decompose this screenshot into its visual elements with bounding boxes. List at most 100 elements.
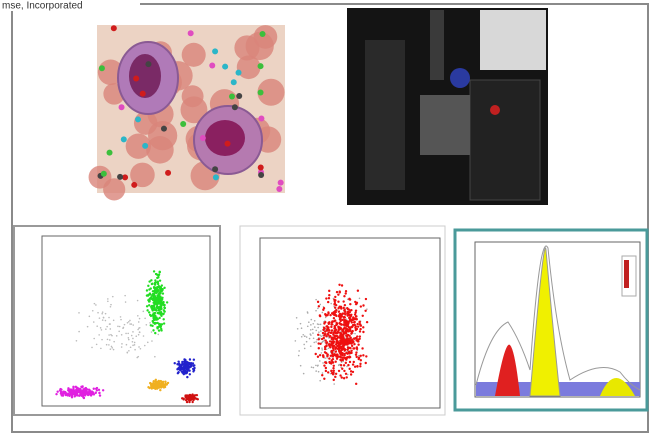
- point: [96, 325, 98, 327]
- point: [360, 305, 362, 307]
- marker: [258, 63, 264, 69]
- point: [341, 368, 343, 370]
- point: [347, 339, 349, 341]
- point: [76, 386, 78, 388]
- point: [335, 314, 337, 316]
- point: [153, 382, 155, 384]
- point: [352, 340, 354, 342]
- marker: [225, 141, 231, 147]
- point: [121, 346, 123, 348]
- point: [191, 393, 193, 395]
- point: [144, 318, 146, 320]
- point: [366, 308, 368, 310]
- point: [154, 312, 156, 314]
- point: [317, 342, 319, 344]
- point: [317, 327, 319, 329]
- point: [159, 311, 161, 313]
- point: [102, 319, 104, 321]
- point: [113, 349, 115, 351]
- point: [322, 309, 324, 311]
- point: [55, 393, 57, 395]
- point: [360, 355, 362, 357]
- point: [349, 356, 351, 358]
- marker: [99, 65, 105, 71]
- point: [334, 376, 336, 378]
- point: [67, 389, 69, 391]
- point: [315, 310, 317, 312]
- point: [103, 317, 105, 319]
- point: [350, 373, 352, 375]
- point: [190, 364, 192, 366]
- point: [158, 329, 160, 331]
- point: [304, 348, 306, 350]
- point: [358, 321, 360, 323]
- point: [312, 332, 314, 334]
- point: [151, 331, 153, 333]
- point: [111, 335, 113, 337]
- point: [317, 301, 319, 303]
- point: [107, 339, 109, 341]
- point: [335, 304, 337, 306]
- point: [107, 300, 109, 302]
- marker: [121, 136, 127, 142]
- marker: [117, 174, 123, 180]
- point: [355, 351, 357, 353]
- point: [159, 271, 161, 273]
- point: [174, 362, 176, 364]
- point: [340, 306, 342, 308]
- point: [357, 325, 359, 327]
- point: [181, 397, 183, 399]
- point: [345, 290, 347, 292]
- caption: mse, Incorporated: [2, 1, 83, 12]
- point: [79, 388, 81, 390]
- point: [128, 350, 130, 352]
- point: [327, 311, 329, 313]
- marker: [188, 30, 194, 36]
- point: [347, 346, 349, 348]
- point: [187, 363, 189, 365]
- legend-swatch: [624, 260, 629, 288]
- point: [97, 312, 99, 314]
- point: [153, 270, 155, 272]
- point: [130, 346, 132, 348]
- point: [349, 311, 351, 313]
- point: [355, 354, 357, 356]
- histogram-panel: [455, 230, 647, 410]
- point: [100, 348, 102, 350]
- point: [362, 315, 364, 317]
- point: [307, 312, 309, 314]
- point: [155, 301, 157, 303]
- point: [354, 311, 356, 313]
- point: [343, 327, 345, 329]
- point: [318, 331, 320, 333]
- point: [150, 324, 152, 326]
- point: [356, 323, 358, 325]
- point: [127, 352, 129, 354]
- point: [177, 360, 179, 362]
- point: [342, 341, 344, 343]
- point: [59, 388, 61, 390]
- point: [334, 361, 336, 363]
- marker: [165, 170, 171, 176]
- point: [137, 300, 139, 302]
- point: [315, 330, 317, 332]
- point: [339, 316, 341, 318]
- point: [147, 294, 149, 296]
- point: [353, 343, 355, 345]
- point: [319, 314, 321, 316]
- point: [359, 328, 361, 330]
- point: [328, 361, 330, 363]
- point: [149, 382, 151, 384]
- point: [325, 344, 327, 346]
- point: [345, 352, 347, 354]
- point: [193, 369, 195, 371]
- point: [328, 345, 330, 347]
- point: [147, 299, 149, 301]
- point: [309, 333, 311, 335]
- point: [109, 323, 111, 325]
- point: [193, 367, 195, 369]
- point: [324, 339, 326, 341]
- point: [183, 363, 185, 365]
- point: [312, 323, 314, 325]
- point: [359, 365, 361, 367]
